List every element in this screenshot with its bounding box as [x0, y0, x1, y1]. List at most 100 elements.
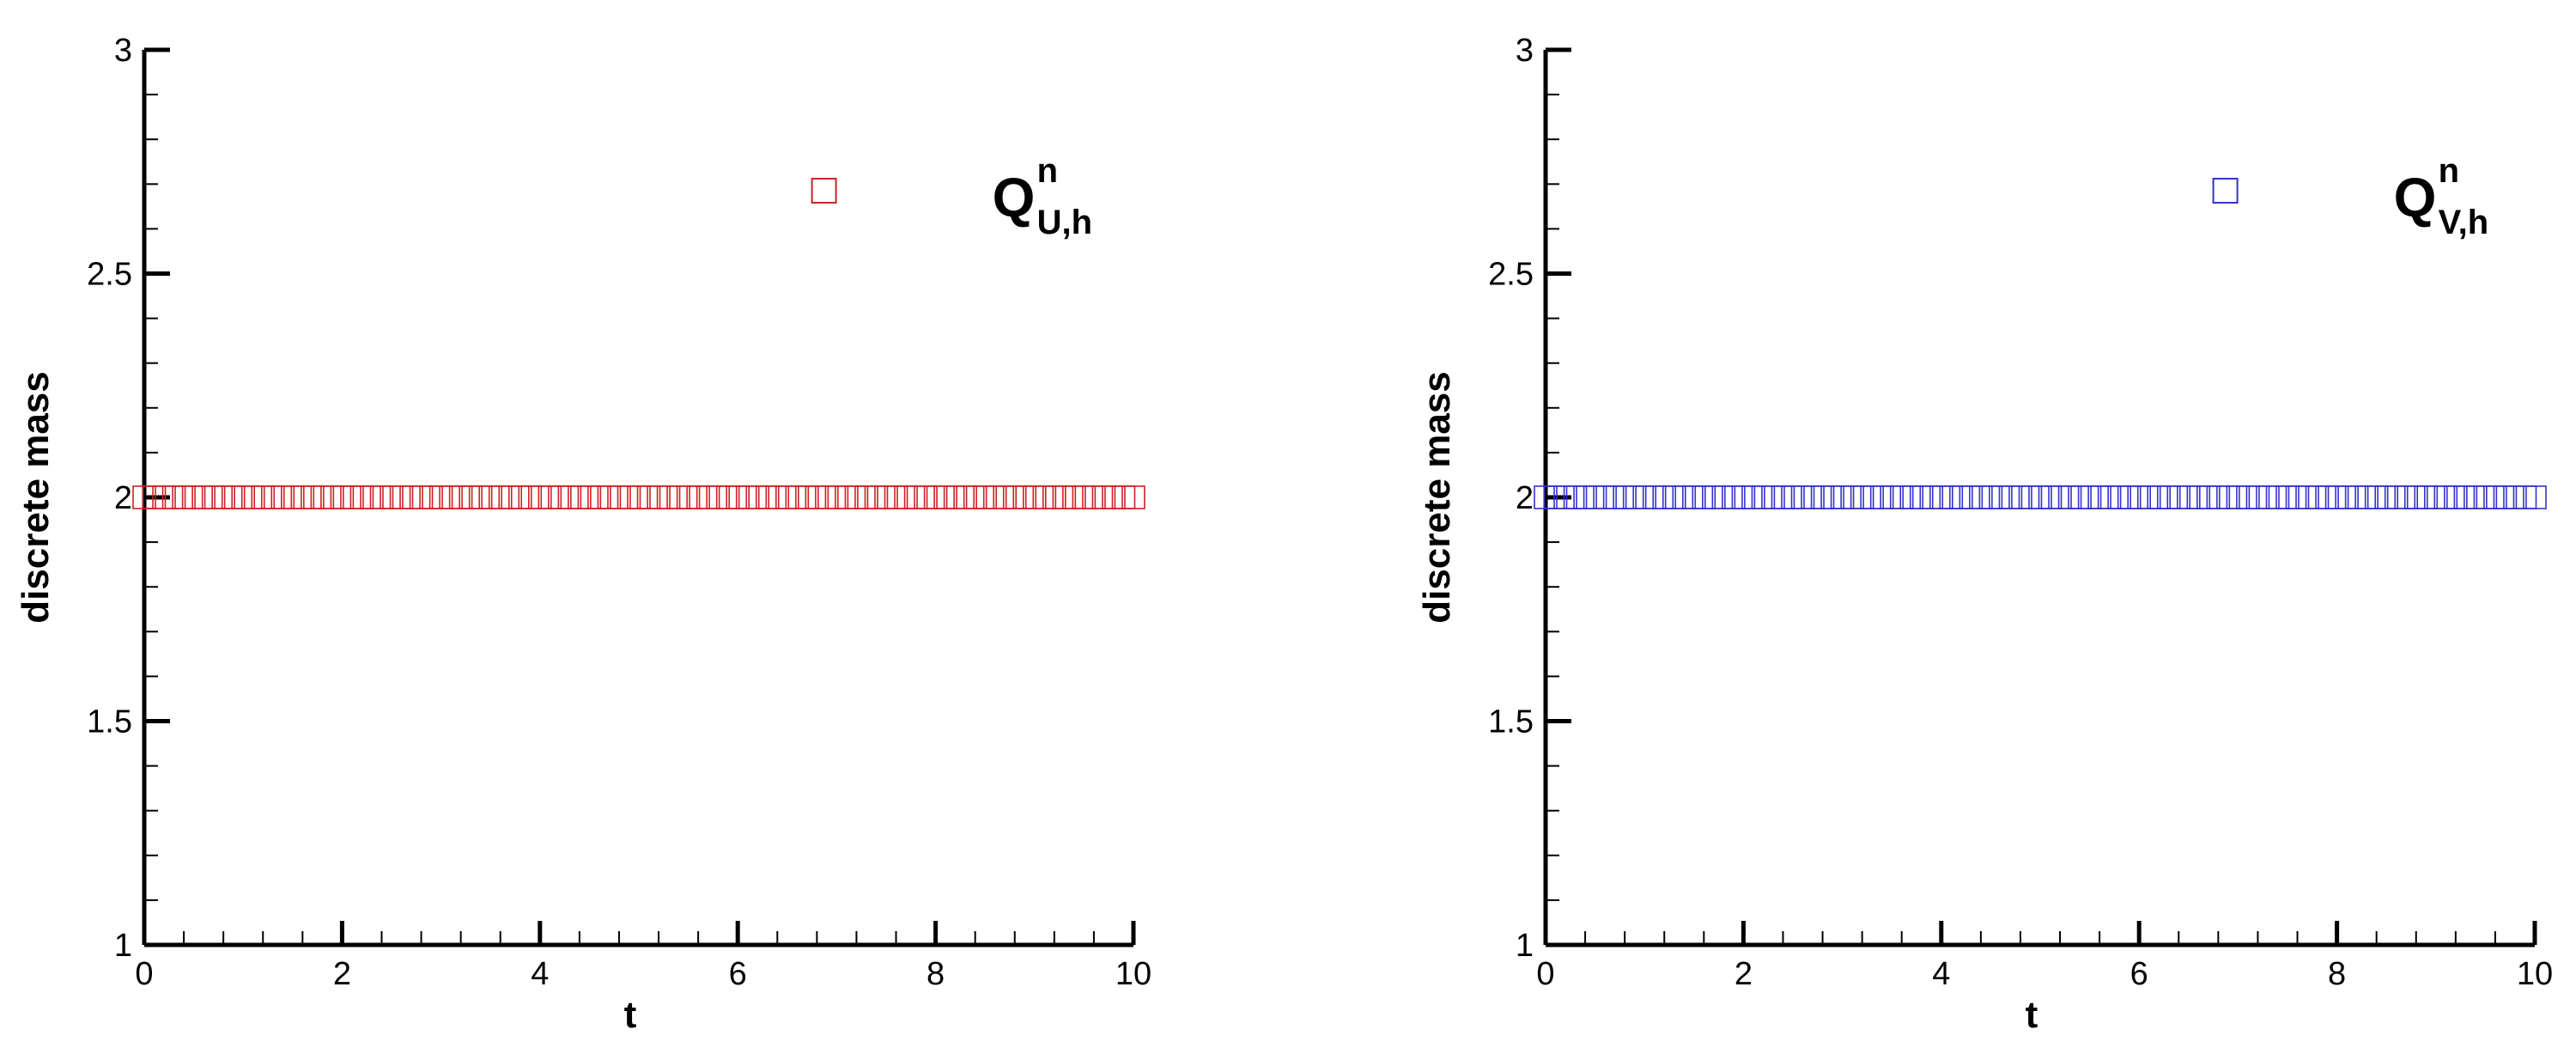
data-point-marker — [1012, 485, 1037, 509]
data-point-marker — [1682, 485, 1706, 509]
data-point-marker — [2315, 485, 2339, 509]
right-chart-x-tick-label: 8 — [2328, 956, 2346, 992]
data-point-marker — [2364, 485, 2389, 509]
data-point-marker — [1622, 485, 1647, 509]
data-point-marker — [310, 485, 335, 509]
data-point-marker — [982, 485, 1007, 509]
data-point-marker — [933, 485, 957, 509]
data-point-marker — [507, 485, 532, 509]
right-chart-legend-marker — [2212, 178, 2239, 204]
left-chart-y-tick-label: 3 — [114, 33, 132, 69]
data-point-marker — [2453, 485, 2478, 509]
data-point-marker — [1573, 485, 1597, 509]
left-chart-legend-marker — [811, 178, 837, 204]
data-point-marker — [1692, 485, 1716, 509]
data-point-marker — [1583, 485, 1607, 509]
data-point-marker — [2394, 485, 2419, 509]
data-point-marker — [884, 485, 908, 509]
data-point-marker — [568, 485, 592, 509]
data-point-marker — [1032, 485, 1057, 509]
data-point-marker — [340, 485, 364, 509]
left-chart-x-tick-label: 2 — [333, 956, 351, 992]
data-point-marker — [686, 485, 710, 509]
data-point-marker — [755, 485, 780, 509]
data-point-marker — [1989, 485, 2013, 509]
data-point-marker — [1869, 485, 1894, 509]
data-point-marker — [2245, 485, 2270, 509]
data-point-marker — [2087, 485, 2111, 509]
data-point-marker — [468, 485, 493, 509]
data-point-marker — [1899, 485, 1924, 509]
left-chart-x-tick-label: 0 — [135, 956, 153, 992]
left-chart-x-tick-label: 4 — [531, 956, 549, 992]
data-point-marker — [320, 485, 344, 509]
data-point-marker — [765, 485, 790, 509]
data-point-marker — [538, 485, 562, 509]
data-point-marker — [1672, 485, 1697, 509]
data-point-marker — [1102, 485, 1126, 509]
left-chart-x-tick-label: 8 — [927, 956, 945, 992]
left-chart-x-tick-label: 6 — [729, 956, 747, 992]
data-point-marker — [1998, 485, 2023, 509]
left-chart-legend-subscript: U,h — [1037, 204, 1092, 241]
right-chart-y-tick-label: 1.5 — [1488, 704, 1534, 740]
data-point-marker — [191, 485, 216, 509]
data-point-marker — [2077, 485, 2102, 509]
left-chart-y-tick-label: 2.5 — [87, 257, 132, 293]
data-point-marker — [280, 485, 305, 509]
data-point-marker — [409, 485, 434, 509]
data-point-marker — [1889, 485, 1914, 509]
data-point-marker — [2127, 485, 2151, 509]
data-point-marker — [1790, 485, 1815, 509]
data-point-marker — [1082, 485, 1106, 509]
data-point-marker — [2473, 485, 2498, 509]
data-point-marker — [735, 485, 760, 509]
data-point-marker — [2226, 485, 2251, 509]
data-point-marker — [1929, 485, 1953, 509]
right-chart-tick-labels: 1 1.5 2 2.5 3 0 2 4 6 8 10 — [1488, 33, 2553, 992]
data-point-marker — [647, 485, 671, 509]
data-point-marker — [251, 485, 276, 509]
data-point-marker — [1632, 485, 1656, 509]
data-point-marker — [815, 485, 839, 509]
right-chart-y-tick-label: 3 — [1516, 33, 1534, 69]
data-point-marker — [360, 485, 384, 509]
right-chart-x-tick-label: 2 — [1735, 956, 1753, 992]
data-point-marker — [805, 485, 829, 509]
data-point-marker — [2275, 485, 2300, 509]
right-chart-x-axis-title: t — [2026, 994, 2038, 1036]
data-point-marker — [607, 485, 631, 509]
data-point-marker — [894, 485, 918, 509]
right-chart-y-tick-label: 2 — [1516, 480, 1534, 516]
data-point-marker — [1091, 485, 1116, 509]
data-point-marker — [1613, 485, 1637, 509]
right-chart-x-tick-label: 10 — [2517, 956, 2553, 992]
data-point-marker — [824, 485, 849, 509]
data-point-marker — [2374, 485, 2398, 509]
data-point-marker — [1978, 485, 2003, 509]
data-point-marker — [2444, 485, 2468, 509]
data-point-marker — [1860, 485, 1884, 509]
data-point-marker — [2464, 485, 2488, 509]
data-point-marker — [1731, 485, 1756, 509]
data-point-marker — [439, 485, 463, 509]
data-point-marker — [2018, 485, 2043, 509]
data-point-marker — [795, 485, 819, 509]
data-point-marker — [1880, 485, 1904, 509]
left-chart-legend-symbol: Q — [993, 167, 1036, 228]
data-point-marker — [2344, 485, 2369, 509]
data-point-marker — [745, 485, 770, 509]
data-point-marker — [1820, 485, 1844, 509]
left-chart-data-points — [132, 485, 1145, 509]
data-point-marker — [211, 485, 235, 509]
data-point-marker — [1111, 485, 1136, 509]
right-chart-x-tick-label: 0 — [1536, 956, 1554, 992]
data-point-marker — [2136, 485, 2161, 509]
data-point-marker — [2206, 485, 2231, 509]
data-point-marker — [2177, 485, 2201, 509]
data-point-marker — [1801, 485, 1825, 509]
data-point-marker — [706, 485, 730, 509]
right-chart-ticks — [1543, 47, 2537, 947]
data-point-marker — [676, 485, 701, 509]
data-point-marker — [666, 485, 690, 509]
